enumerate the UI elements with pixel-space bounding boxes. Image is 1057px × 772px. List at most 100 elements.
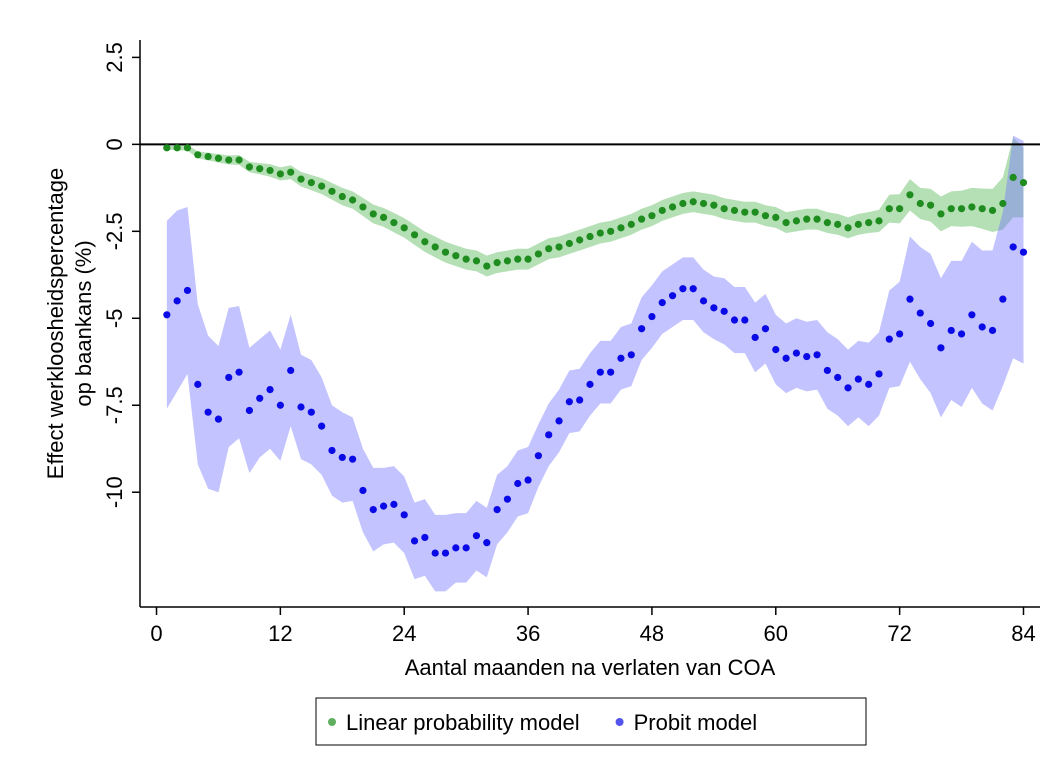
- point: [565, 239, 573, 248]
- point: [276, 401, 284, 409]
- point: [565, 398, 573, 406]
- point: [803, 352, 811, 361]
- point: [441, 549, 450, 557]
- x-axis-title: Aantal maanden na verlaten van COA: [405, 655, 776, 680]
- point: [885, 335, 893, 343]
- point: [390, 219, 398, 227]
- point: [689, 285, 697, 293]
- point: [834, 220, 842, 228]
- point: [658, 206, 666, 215]
- point: [235, 368, 243, 376]
- point: [865, 219, 873, 227]
- point: [988, 326, 997, 335]
- point: [689, 198, 697, 206]
- point: [245, 163, 254, 171]
- point: [751, 333, 759, 342]
- x-tick-label: 12: [268, 621, 292, 646]
- point: [586, 232, 594, 241]
- y-tick-label: 2.5: [102, 42, 127, 73]
- point: [926, 201, 935, 209]
- point: [988, 206, 997, 215]
- legend-box: [315, 697, 867, 746]
- point: [576, 236, 584, 244]
- point: [1009, 243, 1017, 251]
- point: [276, 170, 284, 178]
- point: [896, 330, 904, 338]
- point: [287, 168, 295, 176]
- point: [730, 206, 739, 215]
- legend-label: Probit model: [634, 710, 758, 735]
- point: [947, 326, 955, 335]
- point: [410, 537, 419, 545]
- point: [823, 219, 831, 227]
- point: [328, 187, 336, 195]
- point: [627, 351, 635, 359]
- point: [297, 403, 305, 411]
- point: [875, 217, 883, 225]
- x-tick-label: 48: [640, 621, 664, 646]
- x-tick-label: 0: [150, 621, 162, 646]
- point: [596, 229, 604, 237]
- point: [266, 166, 274, 175]
- point: [617, 354, 625, 362]
- point: [287, 366, 295, 375]
- x-tick-label: 72: [887, 621, 911, 646]
- point: [627, 220, 635, 228]
- point: [813, 351, 821, 359]
- point: [338, 192, 346, 201]
- point: [607, 368, 615, 376]
- point: [545, 431, 553, 439]
- point: [431, 243, 439, 251]
- legend-marker: [615, 718, 624, 726]
- point: [782, 219, 790, 227]
- point: [452, 252, 460, 260]
- point: [483, 539, 491, 547]
- point: [844, 224, 852, 232]
- point: [658, 299, 666, 307]
- y-axis-title: Effect werkloosheidspercentage: [43, 168, 68, 479]
- point: [648, 312, 656, 321]
- point: [772, 213, 780, 222]
- point: [865, 380, 873, 388]
- point: [163, 311, 171, 319]
- x-tick-label: 84: [1011, 621, 1035, 646]
- point: [328, 446, 336, 455]
- point: [421, 238, 429, 246]
- point: [163, 144, 171, 152]
- point: [555, 243, 563, 251]
- point: [957, 330, 966, 338]
- point: [225, 373, 233, 382]
- point: [266, 385, 274, 394]
- point: [823, 366, 831, 375]
- confidence-band: [166, 135, 1024, 592]
- point: [844, 384, 852, 392]
- point: [679, 285, 687, 293]
- point: [318, 182, 326, 190]
- point: [668, 292, 677, 300]
- point: [534, 452, 542, 460]
- point: [741, 208, 749, 216]
- point: [1019, 248, 1028, 256]
- point: [318, 422, 326, 430]
- y-axis-title: op baankans (%): [71, 240, 96, 406]
- point: [761, 325, 770, 333]
- point: [256, 165, 264, 173]
- point: [596, 368, 604, 376]
- point: [214, 154, 223, 162]
- point: [503, 257, 512, 265]
- point: [741, 316, 749, 324]
- point: [338, 453, 346, 462]
- point: [875, 370, 883, 378]
- point: [359, 486, 367, 495]
- point: [400, 224, 408, 232]
- point: [834, 373, 842, 382]
- point: [410, 231, 419, 239]
- point: [720, 307, 728, 315]
- point: [638, 215, 646, 223]
- point: [617, 224, 625, 232]
- point: [999, 199, 1007, 208]
- point: [854, 375, 862, 383]
- y-tick-label: -5: [102, 309, 127, 329]
- point: [462, 544, 470, 552]
- point: [555, 417, 563, 425]
